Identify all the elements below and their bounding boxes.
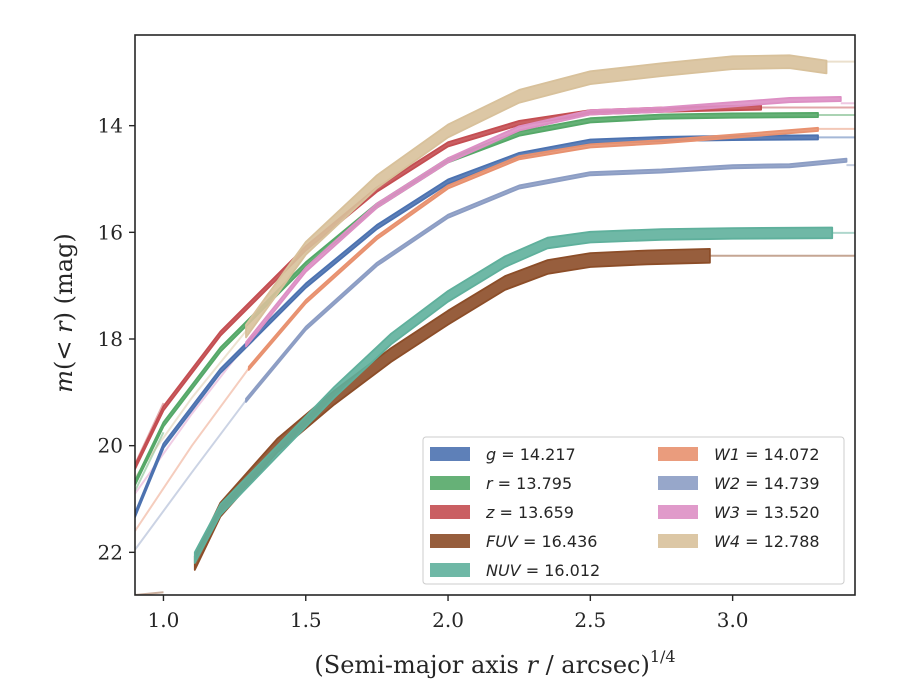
x-axis-label-open: (Semi-major axis bbox=[314, 651, 526, 679]
legend-entry-w3: W3 = 13.520 bbox=[658, 503, 820, 522]
y-axis-label-unit: (mag) bbox=[50, 233, 78, 312]
y-axis-label-open: ( bbox=[50, 361, 78, 370]
series-band-w4 bbox=[245, 54, 828, 339]
legend-entry-g: g = 14.217 bbox=[430, 445, 576, 464]
y-tick-label: 20 bbox=[98, 434, 123, 458]
y-tick-label: 22 bbox=[98, 540, 123, 564]
tail-w1 bbox=[135, 367, 250, 532]
x-axis-label-exponent: 1/4 bbox=[650, 647, 676, 666]
y-axis-label-close: ) bbox=[50, 312, 78, 321]
legend-swatch bbox=[430, 476, 470, 490]
legend-swatch bbox=[658, 476, 698, 490]
legend-swatch bbox=[658, 534, 698, 548]
legend-box bbox=[422, 436, 845, 585]
legend-entry-w2: W2 = 14.739 bbox=[658, 474, 820, 493]
x-axis-label-rest: / arcsec) bbox=[538, 651, 650, 679]
x-tick-label: 1.5 bbox=[290, 608, 322, 632]
legend-swatch bbox=[658, 505, 698, 519]
legend-entry-w4: W4 = 12.788 bbox=[658, 532, 820, 551]
legend-entry-nuv: NUV = 16.012 bbox=[430, 561, 600, 580]
legend-label: g = 14.217 bbox=[486, 445, 576, 464]
y-axis-label-r: r bbox=[50, 320, 78, 333]
tail-w4 bbox=[135, 330, 247, 479]
y-axis-label: m(< r) (mag) bbox=[50, 233, 78, 393]
legend-entry-w1: W1 = 14.072 bbox=[658, 445, 820, 464]
legend-swatch bbox=[430, 563, 470, 577]
legend-entry-r: r = 13.795 bbox=[430, 474, 572, 493]
y-axis-label-lt: < bbox=[50, 341, 78, 361]
legend-label: FUV = 16.436 bbox=[486, 532, 597, 551]
y-tick-label: 16 bbox=[98, 220, 123, 244]
legend-swatch bbox=[430, 505, 470, 519]
legend-label: W4 = 12.788 bbox=[714, 532, 820, 551]
y-axis-ticks: 14 16 18 20 22 bbox=[98, 114, 135, 564]
x-axis-label-var: r bbox=[526, 651, 539, 679]
legend-label: r = 13.795 bbox=[486, 474, 572, 493]
series-band-w3 bbox=[245, 96, 842, 348]
y-tick-label: 18 bbox=[98, 327, 123, 351]
legend-entry-fuv: FUV = 16.436 bbox=[430, 532, 597, 551]
legend-label: z = 13.659 bbox=[485, 503, 574, 522]
x-axis-ticks: 1.0 1.5 2.0 2.5 3.0 bbox=[148, 595, 749, 632]
series-band-nuv bbox=[193, 226, 834, 564]
legend-label: W2 = 14.739 bbox=[714, 474, 820, 493]
tail-r bbox=[135, 431, 165, 492]
legend-swatch bbox=[430, 447, 470, 461]
legend-label: W1 = 14.072 bbox=[714, 445, 820, 464]
series-band-g bbox=[135, 134, 819, 518]
x-tick-label: 2.5 bbox=[574, 608, 606, 632]
series-bands-layer bbox=[135, 54, 848, 571]
tail-w2 bbox=[135, 399, 247, 551]
legend-label: NUV = 16.012 bbox=[486, 561, 600, 580]
series-band-w1 bbox=[247, 126, 819, 371]
series-band-w2 bbox=[245, 157, 848, 403]
legend: g = 14.217 r = 13.795 z = 13.659 FUV = 16.4… bbox=[422, 436, 845, 585]
x-tick-label: 3.0 bbox=[717, 608, 749, 632]
x-tick-label: 1.0 bbox=[148, 608, 180, 632]
x-axis-label: (Semi-major axis r / arcsec)1/4 bbox=[314, 647, 675, 679]
y-tick-label: 14 bbox=[98, 114, 123, 138]
plot-area bbox=[135, 54, 855, 595]
y-axis-label-m: m bbox=[50, 370, 78, 393]
axes-frame bbox=[134, 34, 856, 596]
legend-entry-z: z = 13.659 bbox=[430, 503, 574, 522]
legend-label: W3 = 13.520 bbox=[714, 503, 820, 522]
legend-swatch bbox=[658, 447, 698, 461]
legend-items: g = 14.217 r = 13.795 z = 13.659 FUV = 16.4… bbox=[430, 445, 820, 580]
legend-swatch bbox=[430, 534, 470, 548]
x-tick-label: 2.0 bbox=[432, 608, 464, 632]
